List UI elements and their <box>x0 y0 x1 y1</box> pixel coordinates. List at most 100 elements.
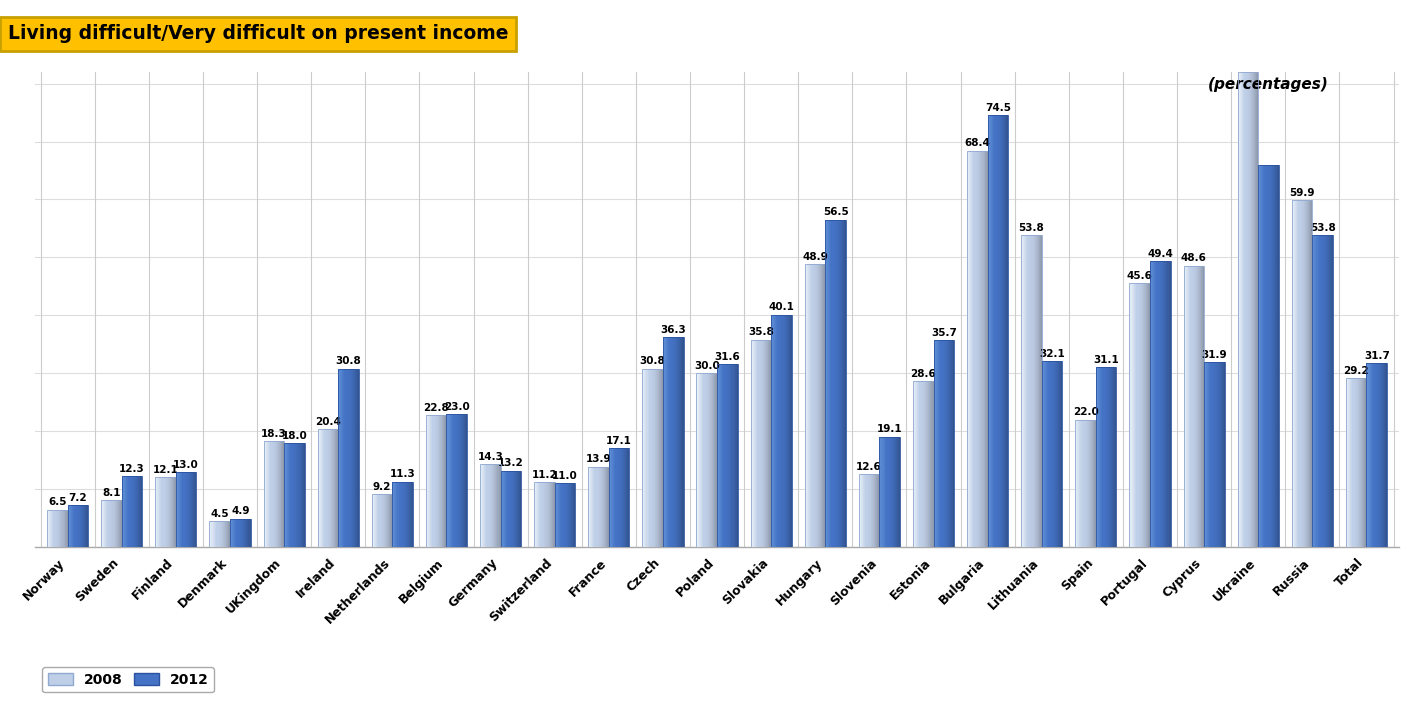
Bar <box>1021 235 1042 547</box>
Text: Living difficult/Very difficult on present income: Living difficult/Very difficult on prese… <box>8 24 509 43</box>
Bar <box>1292 200 1312 547</box>
Bar <box>1129 283 1150 547</box>
Bar <box>967 150 987 547</box>
Text: 22.8: 22.8 <box>423 402 449 413</box>
Text: 35.8: 35.8 <box>748 328 773 338</box>
Bar <box>859 474 879 547</box>
Bar <box>501 471 522 547</box>
Text: 29.2: 29.2 <box>1343 366 1369 376</box>
Text: 31.6: 31.6 <box>714 352 740 361</box>
Bar <box>67 505 89 547</box>
Text: 30.8: 30.8 <box>336 356 361 366</box>
Bar <box>696 374 717 547</box>
Text: 18.3: 18.3 <box>262 429 287 438</box>
Bar <box>1095 367 1116 547</box>
Text: 11.3: 11.3 <box>389 469 416 480</box>
Bar <box>263 441 284 547</box>
Text: 7.2: 7.2 <box>69 493 87 503</box>
Bar <box>371 494 392 547</box>
Bar <box>447 414 467 547</box>
Text: 11.2: 11.2 <box>531 470 557 480</box>
Text: 49.4: 49.4 <box>1147 248 1173 258</box>
Bar <box>770 315 792 547</box>
Text: 56.5: 56.5 <box>823 207 848 217</box>
Text: 20.4: 20.4 <box>315 417 340 427</box>
Bar <box>209 521 231 547</box>
Bar <box>751 340 770 547</box>
Text: 14.3: 14.3 <box>478 452 503 462</box>
Text: 36.3: 36.3 <box>661 325 686 335</box>
Text: 18.0: 18.0 <box>281 431 308 441</box>
Bar <box>717 364 738 547</box>
Text: 30.0: 30.0 <box>695 361 720 371</box>
Bar <box>1184 266 1204 547</box>
Bar <box>825 220 846 547</box>
Bar <box>555 483 575 547</box>
Text: (percentages): (percentages) <box>1208 77 1329 91</box>
Bar <box>987 115 1008 547</box>
Bar <box>101 500 122 547</box>
Text: 13.9: 13.9 <box>586 454 612 464</box>
Bar <box>231 519 250 547</box>
Bar <box>426 415 447 547</box>
Text: 45.6: 45.6 <box>1126 271 1153 281</box>
Text: 48.6: 48.6 <box>1181 253 1206 264</box>
Text: 4.9: 4.9 <box>231 506 249 516</box>
Bar <box>479 464 501 547</box>
Bar <box>643 369 664 547</box>
Bar <box>1150 261 1171 547</box>
Text: 53.8: 53.8 <box>1018 223 1045 233</box>
Bar <box>155 477 176 547</box>
Text: 22.0: 22.0 <box>1073 408 1098 418</box>
Bar <box>284 443 305 547</box>
Text: 48.9: 48.9 <box>803 251 828 261</box>
Bar <box>1042 361 1063 547</box>
Text: 12.6: 12.6 <box>856 462 882 472</box>
Bar <box>534 482 555 547</box>
Text: 13.0: 13.0 <box>173 459 200 469</box>
Text: 68.4: 68.4 <box>965 138 990 148</box>
Text: 31.9: 31.9 <box>1202 350 1227 360</box>
Bar <box>934 341 955 547</box>
Text: 8.1: 8.1 <box>103 488 121 498</box>
Bar <box>46 510 67 547</box>
Text: 23.0: 23.0 <box>444 402 470 412</box>
Bar <box>1312 235 1333 547</box>
Bar <box>1204 362 1225 547</box>
Text: 32.1: 32.1 <box>1039 349 1064 359</box>
Text: 74.5: 74.5 <box>986 103 1011 113</box>
Bar <box>1346 378 1367 547</box>
Text: 19.1: 19.1 <box>877 424 903 434</box>
Text: 6.5: 6.5 <box>48 498 66 507</box>
Text: 30.8: 30.8 <box>640 356 665 366</box>
Text: 31.7: 31.7 <box>1364 351 1389 361</box>
Bar <box>804 264 825 547</box>
Text: 11.0: 11.0 <box>553 471 578 481</box>
Bar <box>588 467 609 547</box>
Bar <box>1367 364 1388 547</box>
Text: 28.6: 28.6 <box>910 369 936 379</box>
Text: 53.8: 53.8 <box>1310 223 1336 233</box>
Bar <box>664 337 683 547</box>
Bar <box>1258 165 1279 547</box>
Text: 9.2: 9.2 <box>373 482 391 492</box>
Bar <box>1237 72 1258 547</box>
Bar <box>318 429 339 547</box>
Text: 12.3: 12.3 <box>120 464 145 474</box>
Bar <box>609 448 630 547</box>
Text: 12.1: 12.1 <box>153 465 179 474</box>
Text: 31.1: 31.1 <box>1094 355 1119 364</box>
Bar <box>176 472 197 547</box>
Text: 17.1: 17.1 <box>606 436 633 446</box>
Bar <box>879 436 900 547</box>
Bar <box>912 382 934 547</box>
Text: 35.7: 35.7 <box>931 328 956 338</box>
Legend: 2008, 2012: 2008, 2012 <box>42 667 214 693</box>
Bar <box>122 476 142 547</box>
Text: 59.9: 59.9 <box>1289 188 1315 198</box>
Bar <box>339 369 359 547</box>
Text: 40.1: 40.1 <box>769 302 794 312</box>
Text: 13.2: 13.2 <box>498 459 524 469</box>
Text: 4.5: 4.5 <box>211 509 229 519</box>
Bar <box>1076 420 1095 547</box>
